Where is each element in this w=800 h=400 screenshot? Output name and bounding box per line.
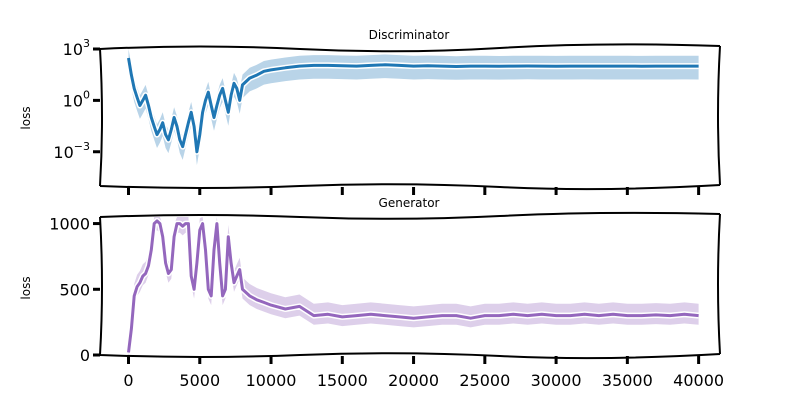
xtick-label-1-6: 30000 [531,371,582,390]
xtick-label-1-4: 20000 [388,371,439,390]
ytick-label-1-0: 0 [80,346,90,365]
generator-plot-area [125,217,699,355]
xtick-label-1-5: 25000 [459,371,510,390]
generator-title: Generator [379,196,440,210]
discriminator-ylabel: loss [19,106,33,129]
discriminator-panel: Discriminator loss 103 100 10−3 [19,28,721,195]
xtick-label-1-1: 5000 [179,371,220,390]
discriminator-frame [99,43,721,191]
generator-ylabel: loss [19,276,33,299]
xtick-label-1-7: 35000 [602,371,653,390]
xtick-label-1-8: 40000 [673,371,724,390]
ytick-label-0-2: 10−3 [53,140,90,162]
discriminator-title: Discriminator [369,28,450,42]
series-band-1-0 [128,217,699,355]
xtick-label-1-2: 10000 [246,371,297,390]
ytick-label-1-2: 1000 [49,215,90,234]
generator-frame [99,211,721,360]
xtick-label-1-3: 15000 [317,371,368,390]
ytick-label-0-1: 100 [63,88,90,110]
discriminator-axes: 103 100 10−3 [53,37,701,195]
discriminator-plot-area [125,49,699,166]
ytick-label-1-1: 500 [59,280,90,299]
series-band-0-0 [128,49,699,166]
xtick-label-1-0: 0 [123,371,133,390]
series-line-1-0 [127,219,699,353]
ytick-label-0-0: 103 [63,37,90,59]
series-line-0-0 [127,57,699,154]
